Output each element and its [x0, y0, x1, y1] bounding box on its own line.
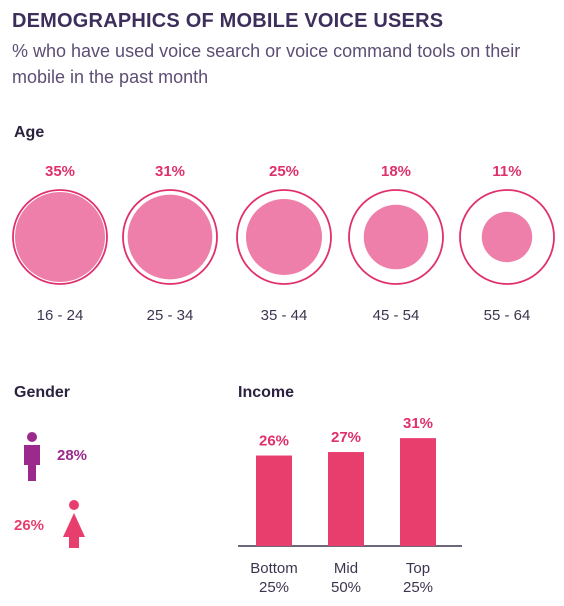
gender-section-title: Gender — [14, 384, 71, 401]
age-bubble-ring — [348, 189, 444, 285]
income-value-label: 27% — [331, 429, 361, 446]
age-bubble-45-54 — [363, 204, 429, 270]
income-bar — [256, 455, 292, 546]
male-value-label: 28% — [57, 447, 87, 464]
income-category-sublabel: 50% — [331, 579, 361, 596]
income-value-label: 26% — [259, 433, 289, 450]
income-value-label: 31% — [403, 415, 433, 432]
income-section-title: Income — [238, 384, 295, 401]
age-category-label: 45 - 54 — [373, 307, 420, 324]
female-value-label: 26% — [14, 517, 44, 534]
chart-title: DEMOGRAPHICS OF MOBILE VOICE USERS — [12, 10, 444, 32]
age-bubble-16-24 — [15, 192, 105, 282]
age-bubble-55-64 — [481, 211, 533, 263]
age-category-label: 55 - 64 — [484, 307, 531, 324]
age-bubble-35-44 — [245, 198, 323, 276]
age-value-label: 25% — [269, 163, 299, 180]
age-value-label: 35% — [45, 163, 75, 180]
age-value-label: 31% — [155, 163, 185, 180]
income-category-label: Bottom — [250, 560, 298, 577]
male-icon-body — [24, 445, 40, 481]
income-category-sublabel: 25% — [259, 579, 289, 596]
income-category-label: Mid — [334, 560, 358, 577]
age-bubble-25-34 — [127, 194, 213, 280]
income-category-sublabel: 25% — [403, 579, 433, 596]
female-icon — [69, 500, 79, 510]
age-bubble-ring — [12, 189, 108, 285]
age-category-label: 35 - 44 — [261, 307, 308, 324]
age-bubble-ring — [236, 189, 332, 285]
age-value-label: 11% — [492, 163, 521, 180]
income-bar — [328, 452, 364, 546]
age-category-label: 16 - 24 — [37, 307, 84, 324]
age-value-label: 18% — [381, 163, 411, 180]
age-category-label: 25 - 34 — [147, 307, 194, 324]
age-bubble-ring — [122, 189, 218, 285]
income-category-label: Top — [406, 560, 430, 577]
age-section-title: Age — [14, 124, 45, 141]
income-bar — [400, 438, 436, 546]
chart-subtitle: % who have used voice search or voice co… — [12, 41, 521, 87]
female-icon-body — [63, 513, 85, 548]
age-bubble-ring — [459, 189, 555, 285]
male-icon — [27, 432, 37, 442]
